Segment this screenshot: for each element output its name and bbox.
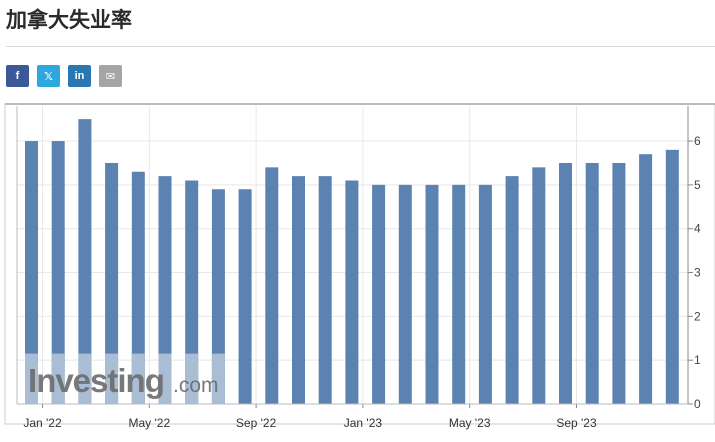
unemployment-bar-chart: 0 1 2 3 4 5 6 Jan '22 May '22 Sep '22 Jan '23 May '…: [4, 103, 715, 430]
bar-layer: [25, 119, 679, 404]
y-tick-label: 3: [694, 266, 701, 280]
bar-watermark-overlay: [211, 353, 225, 404]
page-title: 加拿大失业率: [6, 8, 132, 32]
y-tick-label: 2: [694, 309, 701, 323]
bar-watermark-overlay: [78, 353, 92, 404]
x-tick-label: Jan '23: [344, 416, 383, 430]
title-divider: [6, 46, 715, 47]
facebook-share-button[interactable]: f: [6, 65, 29, 87]
linkedin-share-button[interactable]: in: [68, 65, 91, 87]
facebook-icon: f: [15, 70, 20, 82]
y-tick-label: 0: [694, 397, 701, 411]
bar[interactable]: [238, 189, 252, 404]
bar-watermark-overlay: [185, 353, 199, 404]
bar[interactable]: [25, 141, 38, 404]
axis-layer: 0 1 2 3 4 5 6 Jan '22 May '22 Sep '22 Jan '23 May '…: [16, 106, 701, 430]
x-icon: 𝕏: [44, 70, 53, 83]
bar[interactable]: [51, 141, 65, 404]
y-tick-label: 4: [694, 222, 701, 236]
bar[interactable]: [452, 184, 466, 404]
bar[interactable]: [185, 180, 199, 405]
bar[interactable]: [559, 162, 572, 404]
bar[interactable]: [425, 184, 439, 404]
bar[interactable]: [372, 184, 386, 404]
x-tick-label: May '22: [128, 416, 170, 430]
bar[interactable]: [131, 171, 145, 404]
bar[interactable]: [78, 119, 92, 404]
email-share-button[interactable]: ✉: [99, 65, 122, 87]
bar-watermark-overlay: [131, 353, 145, 404]
bar-watermark-overlay: [158, 353, 172, 404]
bar[interactable]: [211, 189, 225, 404]
bar-watermark-overlay: [51, 353, 65, 404]
bar[interactable]: [158, 176, 172, 404]
bar[interactable]: [505, 176, 519, 404]
bar[interactable]: [478, 184, 492, 404]
x-tick-label: Jan '22: [23, 416, 62, 430]
email-icon: ✉: [105, 70, 116, 83]
x-share-button[interactable]: 𝕏: [37, 65, 60, 87]
bar[interactable]: [345, 180, 359, 405]
bar[interactable]: [318, 176, 332, 404]
bar-watermark-overlay: [105, 353, 119, 404]
y-tick-label: 6: [694, 134, 701, 148]
watermark-brand: Investing: [28, 362, 164, 399]
investing-watermark: Investing .com: [28, 362, 219, 399]
y-tick-label: 1: [694, 353, 701, 367]
bar[interactable]: [265, 167, 279, 404]
x-tick-label: Sep '22: [236, 416, 277, 430]
bar[interactable]: [639, 154, 653, 404]
linkedin-icon: in: [74, 70, 85, 82]
x-tick-label: Sep '23: [556, 416, 597, 430]
bar[interactable]: [398, 184, 412, 404]
x-tick-label: May '23: [449, 416, 491, 430]
watermark-suffix: .com: [173, 374, 219, 397]
share-bar: f 𝕏 in ✉: [6, 65, 122, 87]
bar[interactable]: [292, 176, 305, 404]
bar[interactable]: [665, 149, 679, 404]
y-tick-label: 5: [694, 178, 701, 192]
bar[interactable]: [585, 162, 599, 404]
highlight-layer: [25, 353, 225, 404]
bar[interactable]: [532, 167, 546, 404]
bar-watermark-overlay: [25, 353, 38, 404]
bar[interactable]: [612, 162, 626, 404]
bar[interactable]: [105, 162, 119, 404]
